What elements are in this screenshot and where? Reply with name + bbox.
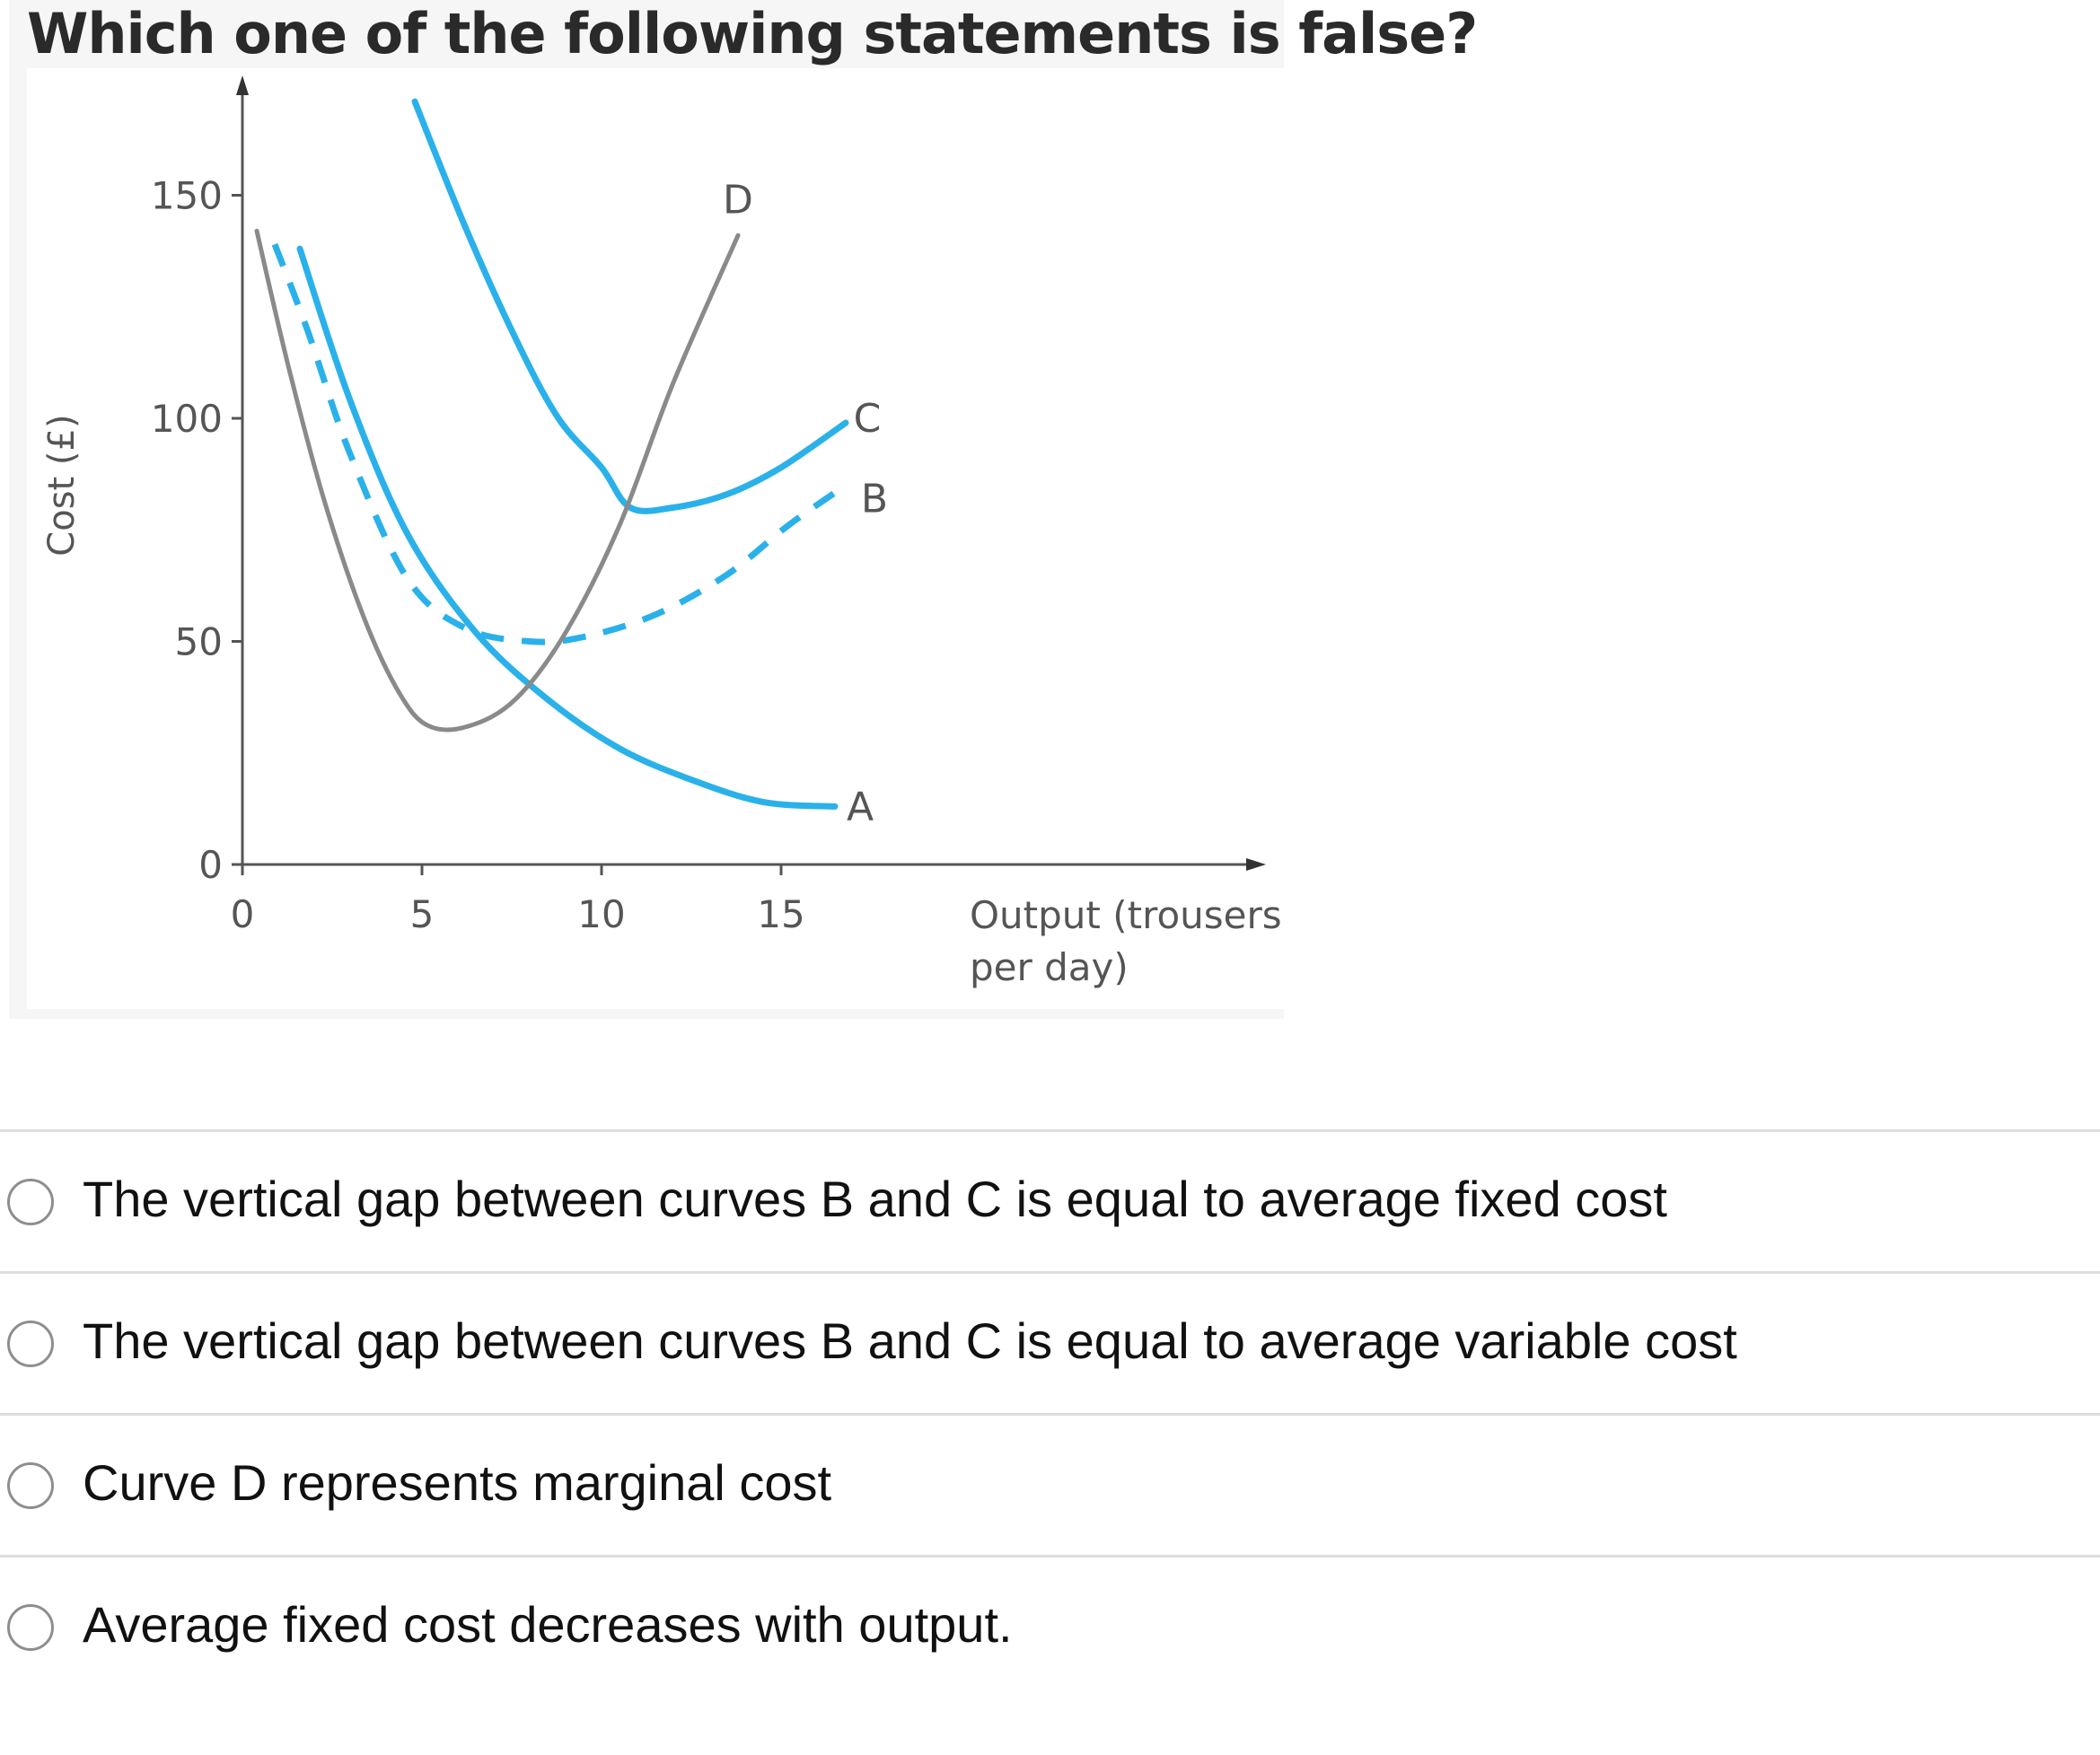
- figure-panel: 0 50 100 150 0 5 10 15 Cost (£) Output (trousers p…: [27, 68, 1284, 1009]
- x-tick-label: 5: [410, 892, 435, 936]
- x-axis-label: per day): [970, 945, 1129, 989]
- y-axis-arrow: [236, 75, 249, 95]
- x-tick-label: 0: [231, 892, 255, 936]
- y-tick-label: 0: [198, 843, 223, 887]
- curve-label-b: B: [861, 476, 888, 522]
- option-row[interactable]: Average fixed cost decreases with output…: [0, 1555, 2100, 1697]
- radio-button[interactable]: [7, 1462, 54, 1509]
- y-tick-label: 100: [151, 397, 223, 441]
- cost-curves-chart: 0 50 100 150 0 5 10 15 Cost (£) Output (trousers p…: [41, 75, 1282, 989]
- y-tick-label: 50: [175, 620, 223, 664]
- option-label[interactable]: Average fixed cost decreases with output…: [83, 1596, 1013, 1653]
- x-tick-label: 10: [577, 892, 625, 936]
- y-axis-label: Cost (£): [41, 414, 83, 556]
- option-label[interactable]: The vertical gap between curves B and C …: [83, 1171, 1667, 1227]
- answer-options: The vertical gap between curves B and C …: [0, 1129, 2100, 1697]
- curve-label-c: C: [854, 396, 882, 442]
- radio-button[interactable]: [7, 1179, 54, 1225]
- x-axis-arrow: [1246, 858, 1266, 871]
- curve-d: [254, 228, 741, 733]
- curve-c: [411, 98, 849, 514]
- y-tick-label: 150: [151, 174, 223, 218]
- x-tick-label: 15: [757, 892, 804, 936]
- curve-label-a: A: [847, 784, 874, 829]
- radio-button[interactable]: [7, 1604, 54, 1651]
- curve-b: [271, 242, 848, 645]
- curve-label-d: D: [723, 177, 753, 223]
- option-row[interactable]: The vertical gap between curves B and C …: [0, 1271, 2100, 1413]
- option-row[interactable]: The vertical gap between curves B and C …: [0, 1129, 2100, 1271]
- x-axis-label: Output (trousers: [970, 893, 1282, 937]
- option-label[interactable]: The vertical gap between curves B and C …: [83, 1312, 1737, 1369]
- question-title: Which one of the following statements is…: [27, 1, 1478, 66]
- option-label[interactable]: Curve D represents marginal cost: [83, 1454, 832, 1511]
- option-row[interactable]: Curve D represents marginal cost: [0, 1413, 2100, 1555]
- radio-button[interactable]: [7, 1321, 54, 1367]
- curve-a: [296, 245, 839, 810]
